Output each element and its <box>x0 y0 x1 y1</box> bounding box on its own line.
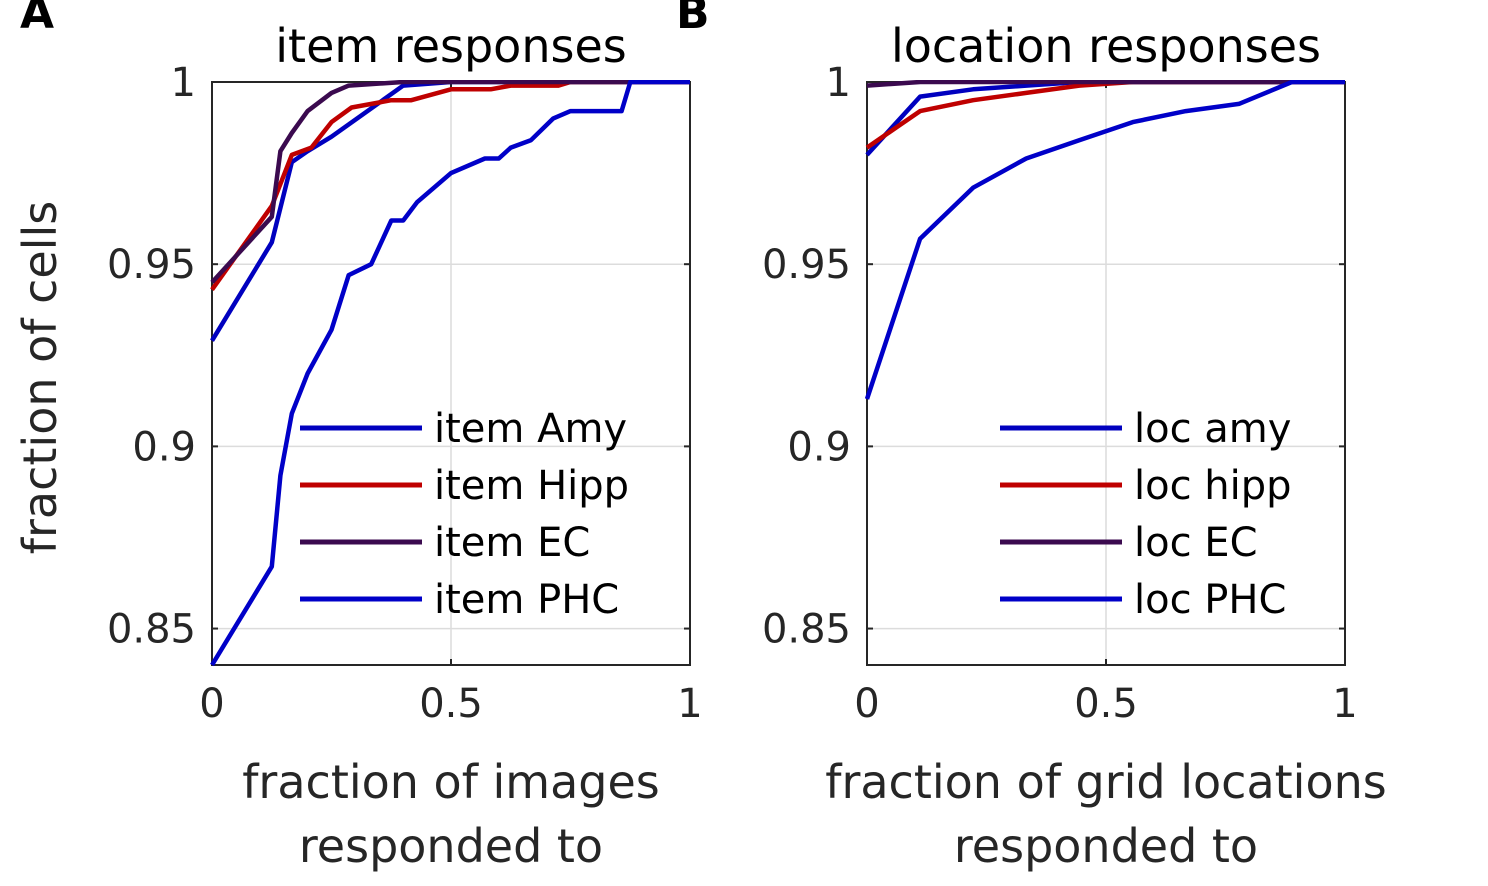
x-axis-label: responded to <box>299 819 603 873</box>
legend-label: item PHC <box>434 577 619 623</box>
y-tick-label: 0.9 <box>787 424 851 470</box>
x-tick-label: 0.5 <box>1074 681 1138 727</box>
legend-label: loc hipp <box>1134 463 1292 509</box>
x-axis-label: fraction of images <box>242 755 660 809</box>
y-tick-label: 1 <box>826 60 851 106</box>
x-tick-label: 0 <box>199 681 224 727</box>
legend-label: loc amy <box>1134 406 1291 452</box>
x-tick-label: 0 <box>854 681 879 727</box>
panel-letter: A <box>20 0 54 39</box>
legend-label: item EC <box>434 520 590 566</box>
legend-label: loc PHC <box>1134 577 1286 623</box>
chart-title: item responses <box>275 19 626 73</box>
y-tick-label: 0.85 <box>762 607 851 653</box>
y-tick-label: 1 <box>171 60 196 106</box>
panel-A: 0 0.5 1 0.85 0.9 0.95 1 item Amy item Hipp item E… <box>13 0 703 873</box>
y-tick-label: 0.85 <box>107 607 196 653</box>
panel-letter: B <box>676 0 710 39</box>
series-line-item-phc <box>210 80 690 667</box>
y-tick-label: 0.9 <box>132 424 196 470</box>
x-axis-label: responded to <box>954 819 1258 873</box>
x-axis-label: fraction of grid locations <box>825 755 1386 809</box>
y-tick-label: 0.95 <box>762 242 851 288</box>
chart-title: location responses <box>891 19 1321 73</box>
legend-label: item Amy <box>434 406 627 452</box>
x-tick-label: 1 <box>1332 681 1357 727</box>
legend-label: item Hipp <box>434 463 629 509</box>
series-line-item-hipp <box>210 80 690 292</box>
series-line-item-ec <box>210 80 690 284</box>
legend-label: loc EC <box>1134 520 1258 566</box>
series-line-loc-phc <box>865 80 1345 400</box>
y-axis-label: fraction of cells <box>13 201 67 554</box>
panel-B: 0 0.5 1 0.85 0.9 0.95 1 loc amy loc hipp loc EC lo… <box>676 0 1387 873</box>
x-tick-label: 1 <box>677 681 702 727</box>
series-line-loc-ec <box>866 80 1345 88</box>
x-tick-label: 0.5 <box>419 681 483 727</box>
y-tick-label: 0.95 <box>107 242 196 288</box>
